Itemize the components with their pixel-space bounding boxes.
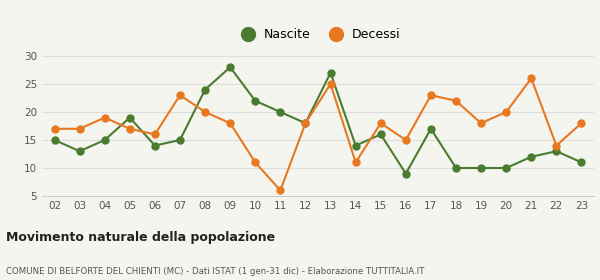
Decessi xyxy=(327,82,334,86)
Nascite xyxy=(76,150,83,153)
Nascite xyxy=(553,150,560,153)
Nascite xyxy=(176,138,184,142)
Decessi xyxy=(151,133,158,136)
Decessi xyxy=(427,94,434,97)
Decessi xyxy=(277,189,284,192)
Decessi xyxy=(402,138,409,142)
Nascite xyxy=(327,71,334,74)
Text: COMUNE DI BELFORTE DEL CHIENTI (MC) - Dati ISTAT (1 gen-31 dic) - Elaborazione T: COMUNE DI BELFORTE DEL CHIENTI (MC) - Da… xyxy=(6,267,424,276)
Text: Movimento naturale della popolazione: Movimento naturale della popolazione xyxy=(6,231,275,244)
Nascite xyxy=(302,122,309,125)
Decessi xyxy=(377,122,385,125)
Decessi xyxy=(478,122,485,125)
Decessi xyxy=(76,127,83,130)
Nascite xyxy=(227,66,234,69)
Nascite xyxy=(202,88,209,91)
Decessi xyxy=(302,122,309,125)
Decessi xyxy=(251,161,259,164)
Decessi xyxy=(227,122,234,125)
Nascite xyxy=(352,144,359,147)
Nascite xyxy=(578,161,585,164)
Decessi xyxy=(126,127,133,130)
Line: Decessi: Decessi xyxy=(51,75,585,194)
Nascite xyxy=(478,166,485,170)
Nascite xyxy=(452,166,460,170)
Decessi xyxy=(553,144,560,147)
Decessi xyxy=(352,161,359,164)
Nascite xyxy=(151,144,158,147)
Nascite xyxy=(101,138,109,142)
Nascite xyxy=(527,155,535,158)
Decessi xyxy=(101,116,109,119)
Decessi xyxy=(202,110,209,114)
Nascite xyxy=(51,138,58,142)
Nascite xyxy=(126,116,133,119)
Decessi xyxy=(51,127,58,130)
Decessi xyxy=(578,122,585,125)
Decessi xyxy=(527,77,535,80)
Nascite xyxy=(251,99,259,102)
Decessi xyxy=(176,94,184,97)
Decessi xyxy=(452,99,460,102)
Decessi xyxy=(503,110,510,114)
Legend: Nascite, Decessi: Nascite, Decessi xyxy=(230,23,406,46)
Nascite xyxy=(503,166,510,170)
Nascite xyxy=(377,133,385,136)
Nascite xyxy=(402,172,409,175)
Line: Nascite: Nascite xyxy=(51,64,585,177)
Nascite xyxy=(427,127,434,130)
Nascite xyxy=(277,110,284,114)
